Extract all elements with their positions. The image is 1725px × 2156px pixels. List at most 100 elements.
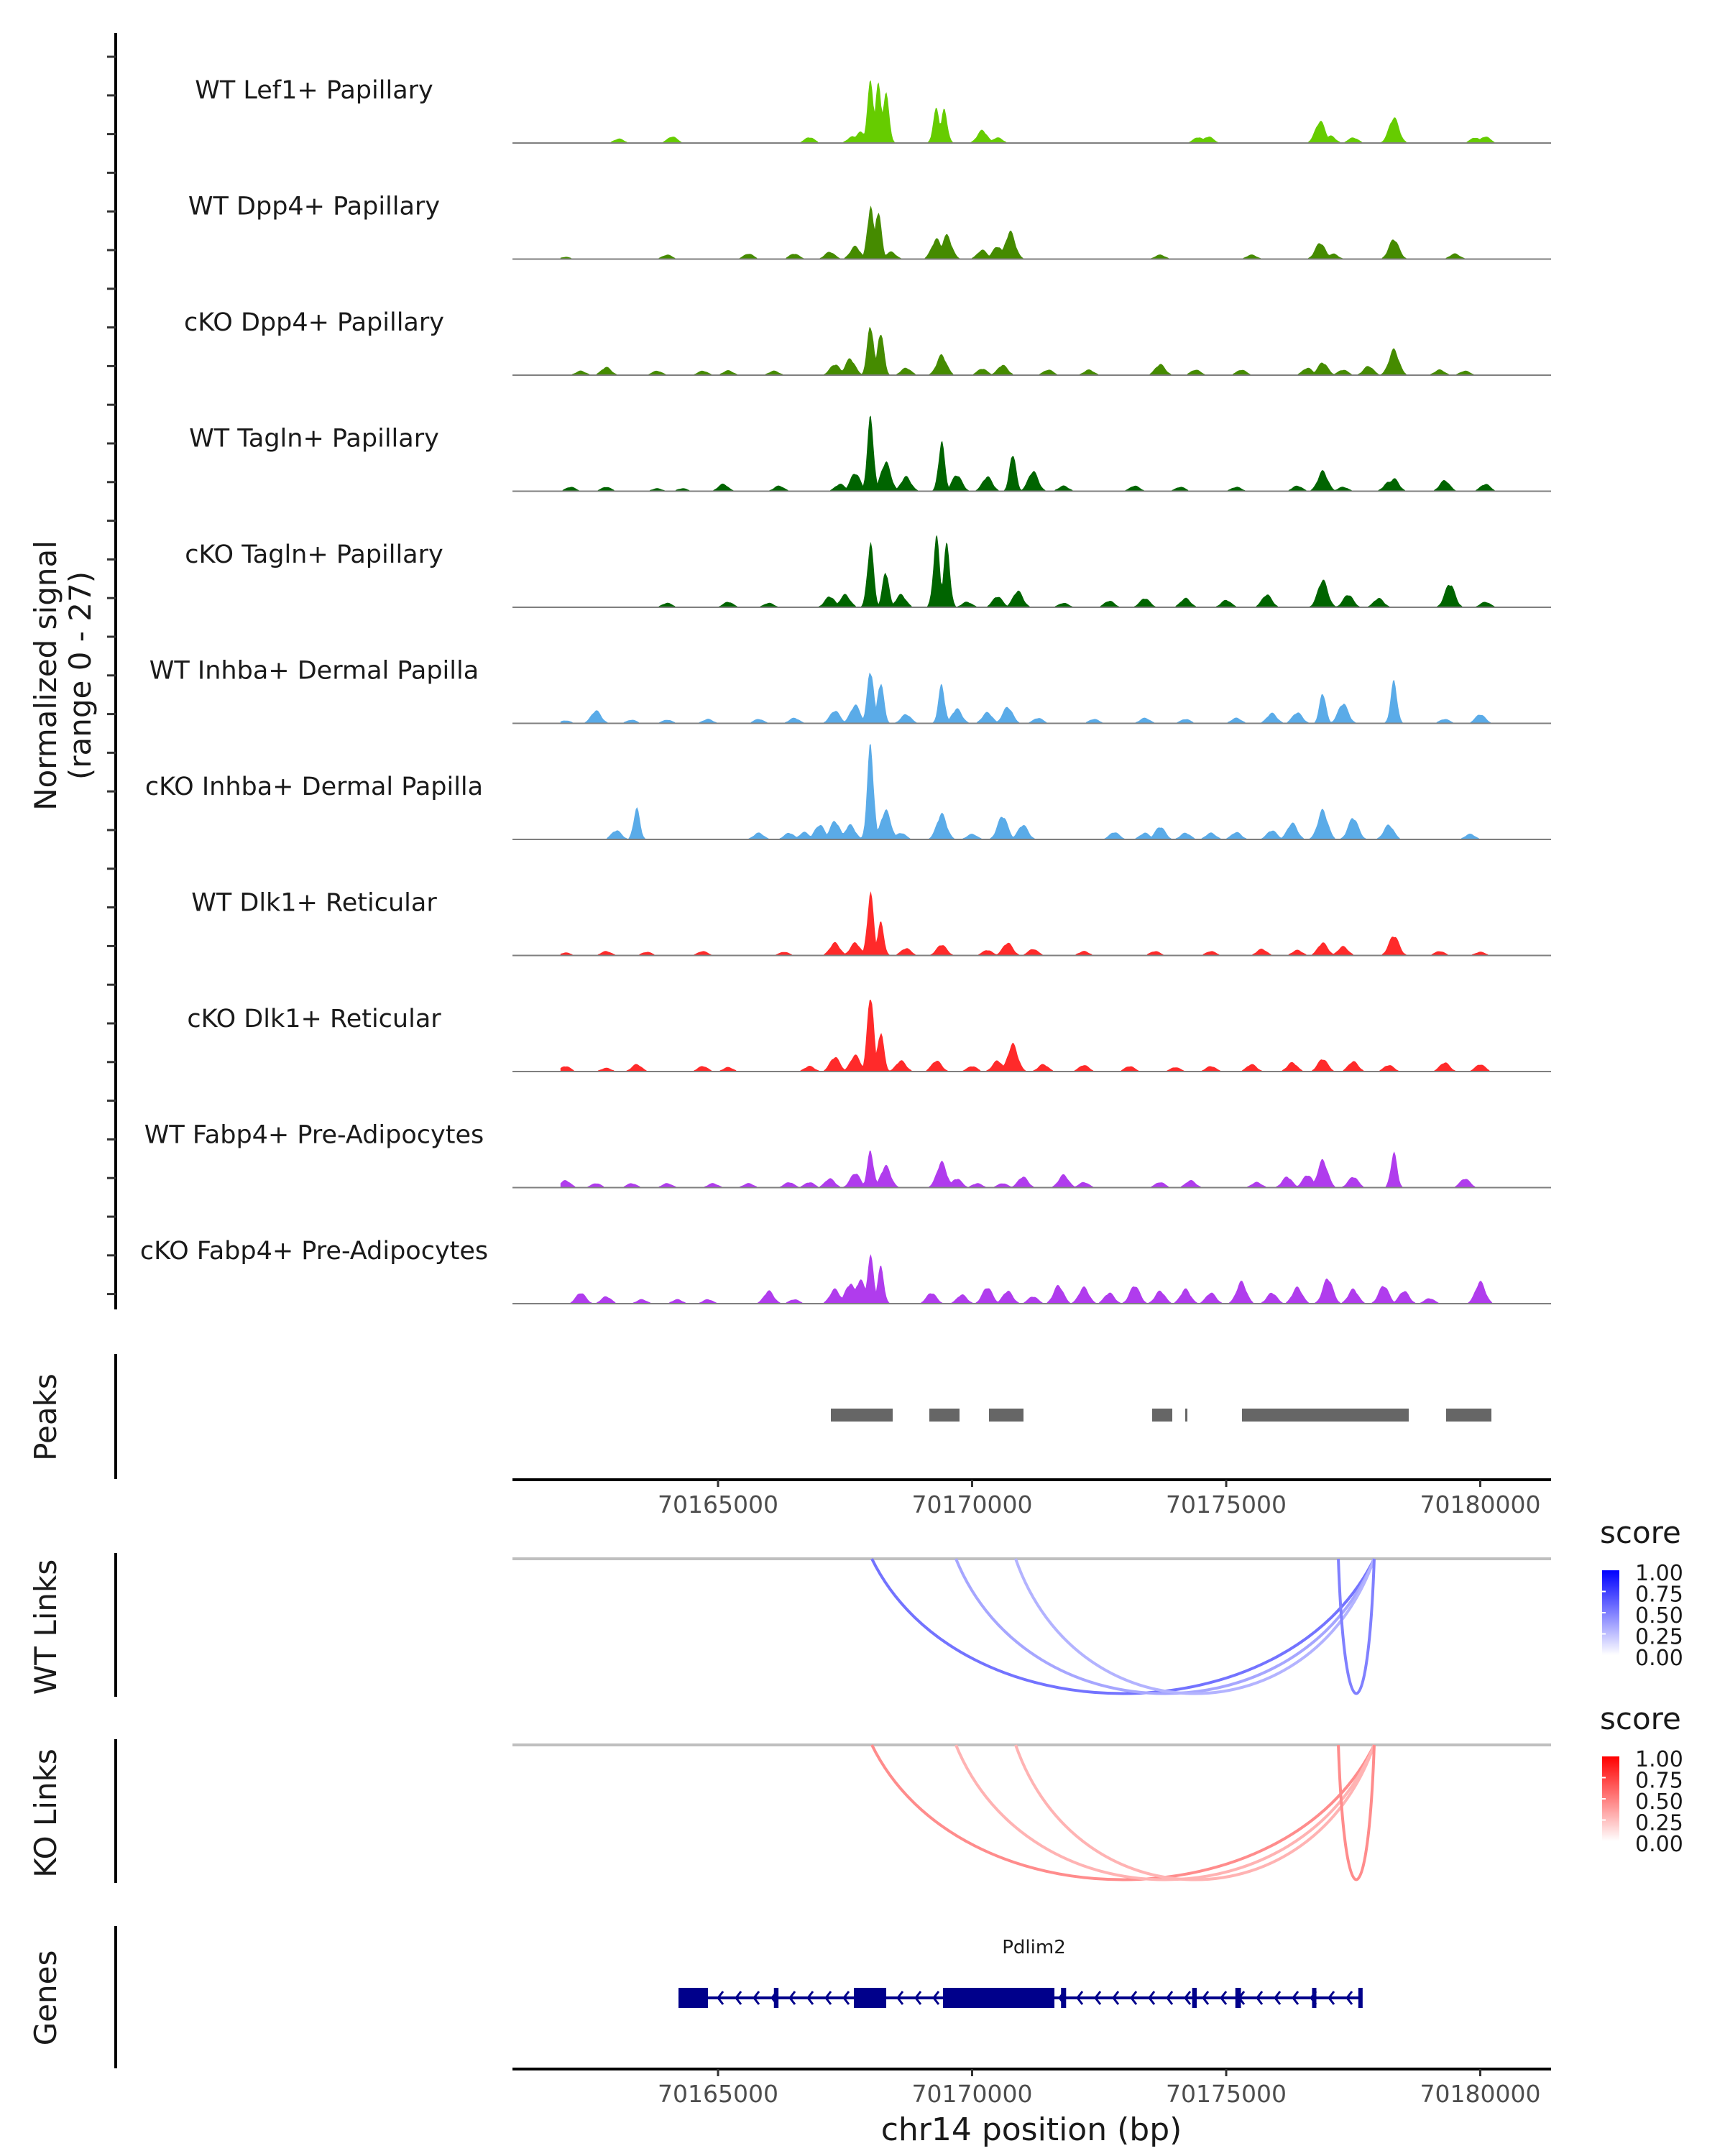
x-axis-bottom: 70165000 70170000 70175000 70180000 [512, 2068, 1551, 2108]
coverage-track: cKO Fabp4+ Pre-Adipocytes [140, 1237, 1551, 1304]
genes-track: Genes Pdlim2 [28, 1926, 1363, 2068]
track-label: cKO Dpp4+ Papillary [184, 308, 444, 337]
gene-exon [1235, 1988, 1241, 2008]
coverage-area [560, 1000, 1496, 1072]
coverage-area [560, 891, 1496, 956]
peak-region [988, 1409, 1024, 1422]
strand-arrow-icon [1184, 1991, 1192, 2005]
coverage-tracks: WT Lef1+ Papillary WT Dpp4+ Papillary cKO … [140, 76, 1551, 1304]
strand-arrow-icon [1094, 1991, 1102, 2005]
strand-arrow-icon [1076, 1991, 1084, 2005]
strand-arrow-icon [1346, 1991, 1353, 2005]
coverage-track: WT Dlk1+ Reticular [191, 889, 1551, 957]
strand-arrow-icon [1112, 1991, 1120, 2005]
peak-region [1241, 1409, 1409, 1422]
gene-exon [943, 1988, 1055, 2008]
strand-arrow-icon [824, 1991, 832, 2005]
gene-exon [773, 1988, 779, 2008]
peak-region [1446, 1409, 1491, 1422]
track-label: WT Dpp4+ Papillary [188, 193, 440, 221]
coverage-area [560, 326, 1496, 375]
gene-exon [678, 1988, 708, 2008]
strand-arrow-icon [717, 1991, 724, 2005]
strand-arrow-icon [1220, 1991, 1228, 2005]
track-label: WT Lef1+ Papillary [195, 76, 433, 105]
score-legend: score 1.000.750.500.250.00 [1600, 1701, 1683, 1857]
coverage-track: cKO Tagln+ Papillary [185, 535, 1551, 608]
x-axis-bottom-tick-label: 70165000 [658, 2080, 778, 2108]
gene-name: Pdlim2 [1002, 1937, 1066, 1958]
strand-arrow-icon [1166, 1991, 1174, 2005]
links-track: KO Links score 1.000.750.500.250.00 [28, 1701, 1683, 1883]
coverage-track: cKO Inhba+ Dermal Papilla [145, 744, 1551, 840]
x-axis-top-tick-label: 70175000 [1166, 1491, 1287, 1519]
coverage-track: WT Tagln+ Papillary [189, 415, 1551, 492]
links-track: WT Links score 1.000.750.500.250.00 [28, 1515, 1683, 1697]
coverage-area [560, 206, 1496, 259]
coverage-area [560, 1254, 1496, 1304]
x-axis-top-tick-label: 70170000 [912, 1491, 1033, 1519]
y-axis-title: Normalized signal (range 0 - 27) [28, 540, 98, 811]
strand-arrow-icon [896, 1991, 904, 2005]
link-arc [1337, 1744, 1376, 1881]
gene-exon [1312, 1988, 1317, 2008]
x-axis-bottom-tick-label: 70170000 [912, 2080, 1033, 2108]
coverage-area [560, 415, 1496, 492]
track-label: WT Dlk1+ Reticular [191, 889, 437, 918]
links-label: WT Links [28, 1560, 63, 1695]
coverage-area [560, 80, 1496, 143]
genes-label: Genes [28, 1950, 63, 2046]
gene-exon [1061, 1988, 1067, 2008]
coverage-track: WT Inhba+ Dermal Papilla [150, 657, 1551, 724]
legend-tick-label: 1.00 [1635, 1747, 1683, 1772]
strand-arrow-icon [753, 1991, 760, 2005]
peak-region [1151, 1409, 1172, 1422]
y-axis [107, 33, 117, 1309]
legend-title: score [1600, 1701, 1681, 1736]
strand-arrow-icon [914, 1991, 922, 2005]
gene-exon [1192, 1988, 1197, 2008]
x-axis-title: chr14 position (bp) [881, 2111, 1182, 2148]
link-arc [954, 1744, 1376, 1881]
link-arc [870, 1744, 1376, 1881]
coverage-area [560, 744, 1496, 839]
coverage-area [560, 535, 1496, 607]
y-axis-title-line2: (range 0 - 27) [63, 571, 98, 780]
strand-arrow-icon [932, 1991, 940, 2005]
peak-region [831, 1409, 893, 1422]
coverage-track: WT Dpp4+ Papillary [188, 193, 1551, 260]
x-axis-bottom-tick-label: 70175000 [1166, 2080, 1287, 2108]
link-arc [1014, 1558, 1376, 1695]
coverage-track: cKO Dlk1+ Reticular [187, 1000, 1551, 1072]
strand-arrow-icon [1328, 1991, 1335, 2005]
track-label: WT Tagln+ Papillary [189, 425, 439, 453]
y-axis-title-line1: Normalized signal [28, 540, 63, 811]
gene-exon [853, 1988, 887, 2008]
legend-title: score [1600, 1515, 1681, 1550]
strand-arrow-icon [842, 1991, 850, 2005]
legend-tick-label: 1.00 [1635, 1561, 1683, 1586]
legend-tick-label: 0.50 [1635, 1789, 1683, 1815]
peak-region [929, 1409, 960, 1422]
track-label: WT Fabp4+ Pre-Adipocytes [144, 1121, 484, 1150]
track-label: cKO Fabp4+ Pre-Adipocytes [140, 1237, 488, 1266]
track-label: cKO Dlk1+ Reticular [187, 1005, 441, 1033]
coverage-track: WT Fabp4+ Pre-Adipocytes [144, 1121, 1551, 1189]
strand-arrow-icon [1292, 1991, 1300, 2005]
legend-tick-label: 0.00 [1635, 1832, 1683, 1857]
strand-arrow-icon [1130, 1991, 1138, 2005]
coverage-area [560, 1151, 1496, 1188]
strand-arrow-icon [735, 1991, 742, 2005]
legend-tick-label: 0.50 [1635, 1603, 1683, 1628]
coverage-track: cKO Dpp4+ Papillary [184, 308, 1551, 376]
strand-arrow-icon [1148, 1991, 1156, 2005]
coverage-area [560, 672, 1496, 724]
track-label: cKO Inhba+ Dermal Papilla [145, 773, 483, 801]
link-arc [954, 1558, 1376, 1695]
legend-tick-label: 0.75 [1635, 1583, 1683, 1608]
peaks-track: Peaks [28, 1354, 1491, 1479]
peaks-label: Peaks [28, 1373, 63, 1461]
legend-tick-label: 0.00 [1635, 1646, 1683, 1671]
link-arc [870, 1558, 1376, 1695]
